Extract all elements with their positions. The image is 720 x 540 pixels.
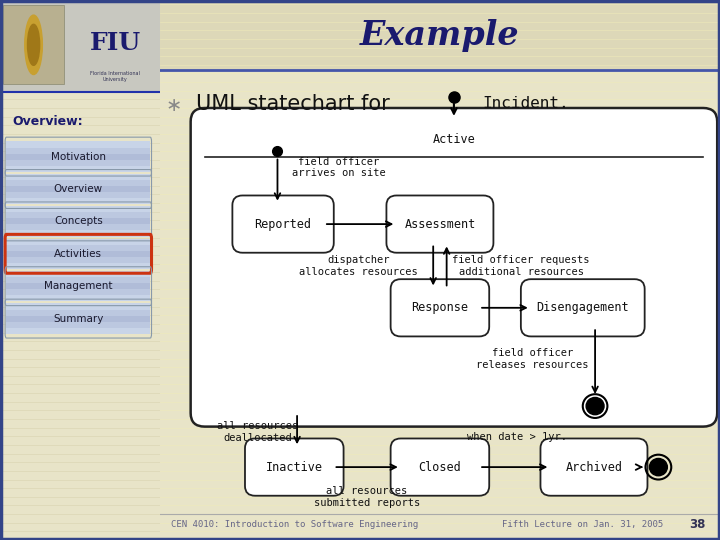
Text: Overview: Overview [54, 184, 103, 194]
FancyBboxPatch shape [6, 147, 150, 153]
FancyBboxPatch shape [387, 195, 493, 253]
Text: Active: Active [433, 133, 475, 146]
FancyBboxPatch shape [6, 257, 150, 263]
Text: field officer requests
additional resources: field officer requests additional resour… [452, 255, 590, 277]
FancyBboxPatch shape [6, 239, 150, 245]
Text: Florida International
University: Florida International University [90, 71, 140, 82]
FancyBboxPatch shape [6, 180, 150, 186]
FancyBboxPatch shape [6, 283, 150, 289]
Text: Inactive: Inactive [266, 461, 323, 474]
FancyBboxPatch shape [6, 206, 150, 212]
Text: ∗: ∗ [166, 96, 182, 115]
Circle shape [27, 24, 40, 65]
Text: Response: Response [411, 301, 469, 314]
FancyBboxPatch shape [391, 279, 489, 336]
FancyBboxPatch shape [6, 309, 150, 315]
Text: all resources
submitted reports: all resources submitted reports [314, 486, 420, 508]
Text: dispatcher
allocates resources: dispatcher allocates resources [300, 255, 418, 277]
FancyBboxPatch shape [6, 141, 150, 147]
Text: Motivation: Motivation [51, 152, 106, 161]
Circle shape [649, 458, 667, 476]
Text: Example: Example [360, 18, 520, 52]
Text: Concepts: Concepts [54, 217, 103, 226]
Text: 38: 38 [690, 518, 706, 531]
Text: all resources
deallocated: all resources deallocated [217, 421, 299, 443]
FancyBboxPatch shape [6, 174, 150, 180]
FancyBboxPatch shape [6, 225, 150, 231]
Circle shape [586, 397, 604, 415]
FancyBboxPatch shape [521, 279, 644, 336]
Text: Archived: Archived [565, 461, 623, 474]
FancyBboxPatch shape [233, 195, 334, 253]
FancyBboxPatch shape [6, 295, 150, 301]
Text: Overview:: Overview: [13, 115, 84, 128]
FancyBboxPatch shape [6, 271, 150, 277]
Text: Fifth Lecture on Jan. 31, 2005: Fifth Lecture on Jan. 31, 2005 [502, 521, 663, 529]
FancyBboxPatch shape [6, 153, 150, 160]
FancyBboxPatch shape [6, 289, 150, 295]
FancyBboxPatch shape [6, 212, 150, 218]
FancyBboxPatch shape [245, 438, 343, 496]
Text: Disengagement: Disengagement [536, 301, 629, 314]
Text: Management: Management [44, 281, 112, 291]
FancyBboxPatch shape [6, 251, 150, 257]
Text: Closed: Closed [418, 461, 462, 474]
FancyBboxPatch shape [6, 160, 150, 166]
FancyBboxPatch shape [6, 192, 150, 198]
Text: field officer
arrives on site: field officer arrives on site [292, 157, 386, 178]
Text: when date > 1yr.: when date > 1yr. [467, 433, 567, 442]
FancyBboxPatch shape [6, 186, 150, 192]
FancyBboxPatch shape [6, 303, 150, 309]
Text: UML statechart for: UML statechart for [197, 93, 397, 114]
FancyBboxPatch shape [541, 438, 647, 496]
FancyBboxPatch shape [6, 218, 150, 225]
FancyBboxPatch shape [160, 0, 720, 70]
FancyBboxPatch shape [6, 198, 150, 204]
Circle shape [24, 15, 42, 75]
FancyBboxPatch shape [6, 277, 150, 283]
FancyBboxPatch shape [6, 315, 150, 322]
FancyBboxPatch shape [191, 108, 717, 427]
FancyBboxPatch shape [3, 5, 64, 84]
FancyBboxPatch shape [6, 328, 150, 334]
Text: Incident.: Incident. [482, 96, 569, 111]
Text: Summary: Summary [53, 314, 104, 323]
Text: Reported: Reported [255, 218, 312, 231]
Text: FIU: FIU [89, 31, 140, 55]
Text: Activities: Activities [54, 249, 102, 259]
FancyBboxPatch shape [6, 263, 150, 269]
FancyBboxPatch shape [6, 166, 150, 172]
FancyBboxPatch shape [6, 231, 150, 237]
FancyBboxPatch shape [391, 438, 489, 496]
Text: field officer
releases resources: field officer releases resources [476, 348, 588, 370]
FancyBboxPatch shape [0, 0, 160, 92]
FancyBboxPatch shape [6, 245, 150, 251]
Text: CEN 4010: Introduction to Software Engineering: CEN 4010: Introduction to Software Engin… [171, 521, 418, 529]
Text: Assessment: Assessment [405, 218, 475, 231]
FancyBboxPatch shape [6, 322, 150, 328]
